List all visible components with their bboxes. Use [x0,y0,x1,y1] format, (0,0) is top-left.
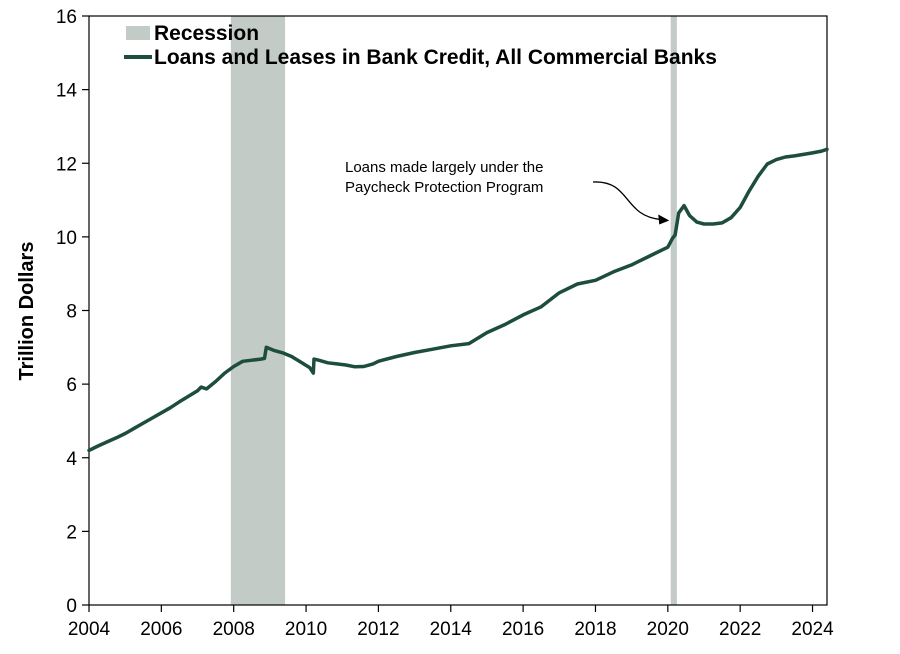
y-tick-label: 10 [56,228,77,249]
annotation-line-2: Paycheck Protection Program [345,179,543,196]
x-tick-label: 2020 [647,619,689,640]
y-tick-label: 4 [66,449,77,470]
x-tick-label: 2008 [213,619,255,640]
annotation-line-1: Loans made largely under the [345,159,543,176]
recession-band-2 [670,16,677,605]
y-tick-label: 8 [66,302,77,323]
legend-series-label: Loans and Leases in Bank Credit, All Com… [154,46,717,69]
y-tick-label: 14 [56,81,78,102]
series-line-layer [87,147,829,453]
x-tick-label: 2014 [430,619,473,640]
axes [82,15,828,612]
y-tick-label: 0 [66,596,77,617]
x-tick-label: 2022 [719,619,761,640]
x-tick-label: 2006 [140,619,182,640]
x-tick-label: 2024 [791,619,834,640]
x-tick-label: 2012 [357,619,399,640]
annotation-arrow [592,181,662,221]
y-tick-label: 2 [66,522,77,543]
legend: Recession Loans and Leases in Bank Credi… [124,22,717,69]
y-tick-label: 6 [66,375,77,396]
x-tick-label: 2004 [68,619,111,640]
legend-recession-label: Recession [154,22,259,45]
x-tick-label: 2010 [285,619,327,640]
recession-bands [230,16,677,605]
x-tick-label: 2016 [502,619,544,640]
plot-frame [88,15,828,606]
y-tick-label: 12 [56,154,77,175]
series-line-loans-leases [87,147,829,453]
y-tick-label: 16 [56,7,77,28]
ppp-annotation: Loans made largely under the Paycheck Pr… [345,159,670,225]
legend-recession-swatch [126,26,150,40]
tick-labels: 0 2 4 6 8 10 12 14 16 2004 2006 2008 2010 2012 2014 201… [56,7,834,640]
x-tick-label: 2018 [574,619,616,640]
recession-band-1 [230,16,286,605]
y-axis-title: Trillion Dollars [16,242,38,381]
annotation-arrowhead [658,214,670,225]
